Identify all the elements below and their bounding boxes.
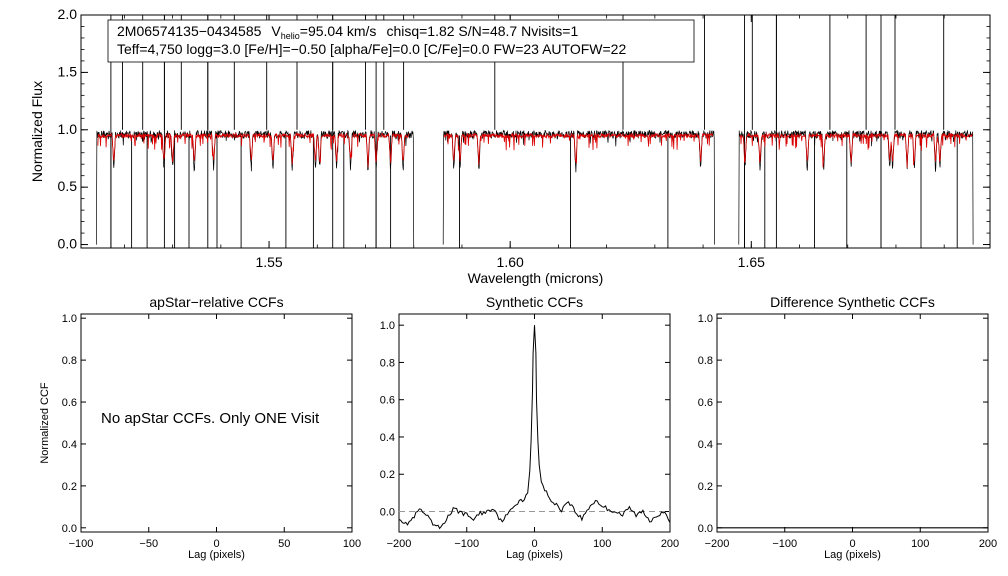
- observed-spectrum-chip-2: [442, 129, 715, 245]
- y-tick-label: 0.2: [380, 469, 395, 481]
- y-tick-label: 2.0: [58, 6, 78, 22]
- y-tick-label: 0.8: [380, 357, 395, 369]
- x-tick-label: 1.65: [738, 254, 765, 270]
- y-tick-label: 0.0: [380, 507, 395, 519]
- synthetic-ccf-curve: [398, 325, 671, 530]
- x-tick-label: 1.60: [497, 254, 524, 270]
- y-tick-label: 1.0: [62, 313, 77, 325]
- x-axis-label: Lag (pixels): [506, 549, 563, 561]
- y-tick-label: 0.5: [58, 178, 78, 194]
- info-box-frame: [107, 19, 695, 63]
- x-tick-label: 0: [531, 538, 537, 550]
- x-tick-label: 200: [661, 538, 679, 550]
- info-box: 2M06574135−0434585 Vhelio=95.04 km/s chisq…: [107, 19, 695, 63]
- y-axis-label: Normalized CCF: [39, 382, 51, 464]
- apstar-ccf-panel: −100 −50 0 50 100 0.0 0.2 0.4 0.6 0.8 1.0 apStar−re…: [39, 294, 361, 561]
- plot-frame: [716, 313, 989, 533]
- y-tick-label: 0.8: [62, 355, 77, 367]
- x-tick-label: 50: [278, 538, 290, 550]
- y-tick-label: 1.5: [58, 63, 78, 79]
- observed-spectrum-chip-3: [738, 129, 974, 245]
- x-tick-label: −100: [454, 538, 479, 550]
- plot-frame: [80, 14, 991, 249]
- model-spectrum-chip-3: [739, 132, 973, 168]
- x-tick-label: −100: [69, 538, 94, 550]
- panel-title: Synthetic CCFs: [486, 294, 583, 310]
- y-tick-label: 0.0: [62, 523, 77, 535]
- x-tick-label: −100: [772, 538, 797, 550]
- x-tick-label: 100: [343, 538, 361, 550]
- x-tick-label: 0: [849, 538, 855, 550]
- y-tick-label: 0.6: [380, 395, 395, 407]
- observed-spectrum-chip-1: [96, 129, 415, 245]
- spectrum-panel: 1.55 1.60 1.65 0.0 0.5 1.0 1.5 2.0 Wavelength (m…: [29, 6, 991, 286]
- y-tick-label: 0.4: [62, 439, 77, 451]
- x-tick-label: 100: [911, 538, 929, 550]
- x-axis-label: Wavelength (microns): [468, 270, 604, 286]
- x-tick-label: 1.55: [255, 254, 282, 270]
- x-axis-label: Lag (pixels): [188, 549, 245, 561]
- x-axis-label: Lag (pixels): [824, 549, 881, 561]
- y-tick-label: 1.0: [698, 313, 713, 325]
- y-tick-label: 0.4: [698, 439, 713, 451]
- panel-title: apStar−relative CCFs: [149, 294, 283, 310]
- difference-ccf-panel: −200 −100 0 100 200 0.0 0.2 0.4 0.6 0.8 1.0 Differe…: [698, 294, 997, 561]
- y-tick-label: 0.2: [698, 481, 713, 493]
- y-tick-label: 1.0: [58, 121, 78, 137]
- y-tick-label: 0.6: [698, 397, 713, 409]
- y-tick-label: 0.6: [62, 397, 77, 409]
- x-tick-label: −50: [139, 538, 158, 550]
- x-tick-label: 0: [213, 538, 219, 550]
- synthetic-ccf-panel: −200 −100 0 100 200 0.0 0.2 0.4 0.6 0.8 1.0 Synthet…: [380, 294, 679, 561]
- x-tick-label: 200: [979, 538, 997, 550]
- y-tick-label: 1.0: [380, 320, 395, 332]
- panel-title: Difference Synthetic CCFs: [770, 294, 935, 310]
- plot-frame: [398, 313, 671, 533]
- model-spectrum-chip-2: [443, 132, 714, 165]
- y-tick-label: 0.0: [698, 523, 713, 535]
- y-tick-label: 0.8: [698, 355, 713, 367]
- info-line-1: 2M06574135−0434585 Vhelio=95.04 km/s chisq…: [117, 23, 578, 41]
- no-ccf-message: No apStar CCFs. Only ONE Visit: [101, 410, 320, 427]
- y-tick-label: 0.2: [62, 481, 77, 493]
- model-spectrum-chip-1: [97, 132, 410, 168]
- x-tick-label: −200: [387, 538, 412, 550]
- y-axis-label: Normalized Flux: [29, 81, 45, 182]
- x-tick-label: 100: [593, 538, 611, 550]
- x-tick-label: −200: [705, 538, 730, 550]
- y-tick-label: 0.4: [380, 432, 395, 444]
- info-line-2: Teff=4,750 logg=3.0 [Fe/H]=−0.50 [alpha/…: [117, 41, 626, 57]
- y-tick-label: 0.0: [58, 236, 78, 252]
